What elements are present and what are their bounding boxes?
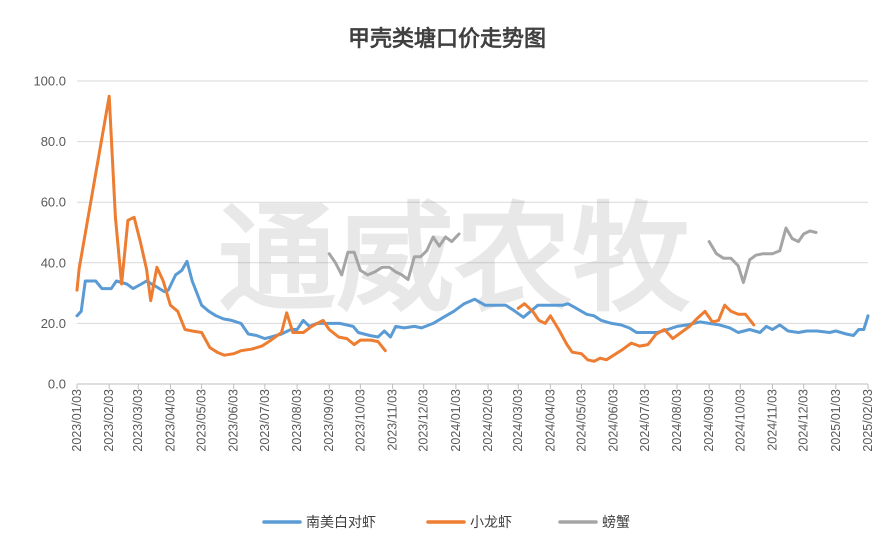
y-tick-label: 40.0 xyxy=(41,255,66,270)
x-tick-label: 2025/02/03 xyxy=(861,389,875,452)
x-tick-label: 2024/12/03 xyxy=(797,389,811,452)
x-tick-label: 2023/02/03 xyxy=(102,389,116,452)
y-tick-label: 20.0 xyxy=(41,316,66,331)
x-tick-label: 2025/01/03 xyxy=(829,389,843,452)
x-tick-label: 2024/02/03 xyxy=(481,389,495,452)
x-tick-label: 2024/11/03 xyxy=(765,389,779,451)
x-tick-label: 2024/09/03 xyxy=(702,389,716,452)
watermark-text: 通威农牧 xyxy=(218,190,691,328)
x-tick-label: 2024/10/03 xyxy=(733,389,747,452)
y-tick-label: 100.0 xyxy=(33,74,66,89)
x-tick-label: 2023/08/03 xyxy=(290,389,304,452)
x-tick-label: 2024/03/03 xyxy=(511,389,525,452)
x-tick-label: 2023/12/03 xyxy=(417,389,431,452)
x-tick-label: 2023/07/03 xyxy=(258,389,272,452)
y-tick-label: 80.0 xyxy=(41,134,66,149)
x-tick-label: 2023/03/03 xyxy=(131,389,145,452)
x-tick-label: 2023/11/03 xyxy=(386,389,400,451)
x-axis-tick-labels: 2023/01/03 2023/02/03 2023/03/03 2023/04/03… xyxy=(70,389,875,452)
x-tick-label: 2023/09/03 xyxy=(322,389,336,452)
x-tick-label: 2024/06/03 xyxy=(607,389,621,452)
x-tick-label: 2024/04/03 xyxy=(543,389,557,452)
legend-label: 南美白对虾 xyxy=(306,515,376,531)
x-tick-label: 2024/07/03 xyxy=(638,389,652,452)
y-axis-tick-labels: 0.0 20.0 40.0 60.0 80.0 100.0 xyxy=(33,74,66,392)
series-line xyxy=(75,94,756,363)
chart-title: 甲壳类塘口价走势图 xyxy=(348,26,546,52)
x-tick-label: 2024/08/03 xyxy=(670,389,684,452)
x-tick-label: 2023/04/03 xyxy=(163,389,177,452)
legend: 南美白对虾 小龙虾 螃蟹 xyxy=(262,514,630,531)
x-tick-label: 2023/10/03 xyxy=(353,389,367,452)
x-tick-label: 2024/05/03 xyxy=(574,389,588,452)
x-tick-label: 2023/01/03 xyxy=(70,389,84,452)
series-lines xyxy=(75,94,870,363)
series-line xyxy=(75,259,870,341)
series-line xyxy=(327,226,818,284)
legend-label: 螃蟹 xyxy=(602,514,630,531)
x-tick-label: 2023/05/03 xyxy=(195,389,209,452)
x-tick-label: 2024/01/03 xyxy=(449,389,463,452)
y-tick-label: 0.0 xyxy=(48,377,66,392)
x-axis xyxy=(76,383,869,389)
x-tick-label: 2023/06/03 xyxy=(227,389,241,452)
y-tick-label: 60.0 xyxy=(41,195,66,210)
legend-label: 小龙虾 xyxy=(470,515,512,531)
